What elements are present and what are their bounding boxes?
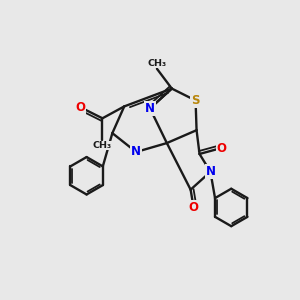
Text: CH₃: CH₃ [93,141,112,150]
Text: CH₃: CH₃ [147,58,167,68]
Text: O: O [76,101,85,114]
Text: N: N [131,146,141,158]
Text: O: O [216,142,226,154]
Text: N: N [206,165,215,178]
Text: O: O [189,201,199,214]
Text: S: S [191,94,200,107]
Text: N: N [145,102,155,115]
